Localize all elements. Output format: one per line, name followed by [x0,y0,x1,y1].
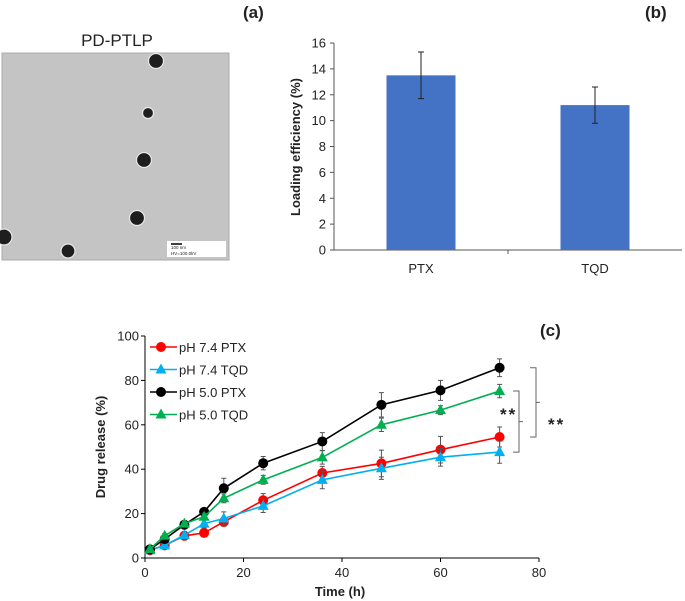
significance-annotation: ** [530,367,565,438]
data-point [178,529,190,540]
significance-label: ** [500,405,517,424]
line-x-tick-label: 0 [141,565,148,580]
data-point [375,462,387,473]
line-y-axis-label: Drug release (%) [93,396,108,499]
tem-micrograph-image: 100 nm HV=100.0kV [0,52,230,261]
data-point [159,529,171,540]
series-line [149,366,500,551]
data-point [317,436,328,447]
panel-label-a: (a) [243,3,264,22]
data-point [198,517,210,528]
legend-item: pH 5.0 PTX [150,385,247,400]
line-x-tick-label: 80 [532,565,546,580]
data-point [198,510,210,521]
data-point [494,432,505,443]
data-point [178,517,190,528]
drug-release-line-chart: Drug release (%) Time (h) 0 20 40 60 80 100 0 2… [93,329,565,600]
legend-marker [155,363,167,374]
legend-marker [155,408,167,419]
scale-bar-subtext: HV=100.0kV [171,251,196,256]
nanoparticle [147,52,165,70]
error-bar-ptx [418,51,424,100]
data-point [376,399,387,410]
legend-item: pH 5.0 TQD [150,408,248,423]
data-point [435,385,446,396]
bar-y-tick-label: 6 [319,165,326,180]
data-point [435,404,446,415]
bar-y-tick-label: 16 [312,36,326,51]
series-line [149,390,500,550]
nanoparticle [135,151,153,169]
line-x-tick-label: 60 [433,565,447,580]
line-x-axis-label: Time (h) [315,584,365,599]
bar-y-tick-label: 14 [312,61,326,76]
bar-y-tick-label: 12 [312,87,326,102]
data-point [316,473,328,484]
data-point [218,483,229,494]
series-ph-5-0-tqd [144,383,506,554]
data-point [375,418,387,429]
loading-efficiency-bar-chart: Loading efficiency (%) 0 2 4 6 8 10 12 14 16 PTX T… [288,36,682,276]
data-point [316,451,328,462]
nanoparticle [141,106,155,120]
bar-y-axis-label: Loading efficiency (%) [288,78,303,216]
bar-y-tick-label: 4 [319,191,326,206]
panel-label-c: (c) [540,321,561,340]
legend-label: pH 7.4 PTX [179,340,247,355]
data-point [218,512,230,523]
nanoparticle [0,228,13,246]
data-point [435,451,446,462]
line-y-tick-label: 80 [125,373,139,388]
line-y-tick-label: 60 [125,417,139,432]
series-line [149,451,500,551]
legend-item: pH 7.4 TQD [150,363,248,378]
legend-marker [156,387,166,397]
scale-bar: 100 nm HV=100.0kV [167,241,226,257]
bar-x-tick-label: TQD [581,261,608,276]
data-point [494,446,506,457]
error-bar-tqd [592,86,598,124]
significance-bracket [513,390,523,453]
legend-label: pH 5.0 PTX [179,385,247,400]
data-point [159,539,171,550]
bar-y-tick-label: 2 [319,217,326,232]
nanoparticle [128,209,146,227]
bar-y-tick-label: 10 [312,113,326,128]
legend-item: pH 7.4 PTX [150,340,247,355]
significance-annotation: ** [500,390,523,453]
micrograph-title: PD-PTLP [81,31,153,50]
bar-x-tick-label: PTX [408,261,434,276]
data-point [494,385,506,396]
data-point [257,499,269,510]
bar-y-tick-label: 0 [319,243,326,258]
nanoparticle [60,243,76,259]
line-y-tick-label: 20 [125,506,139,521]
line-y-tick-label: 40 [125,462,139,477]
legend-label: pH 5.0 TQD [179,408,248,423]
line-y-tick-label: 0 [132,551,139,566]
data-point [199,527,210,538]
data-point [144,543,156,554]
significance-bracket [530,367,540,438]
significance-label: ** [548,415,565,434]
series-ph-7-4-ptx [144,426,505,556]
data-point [257,473,269,484]
scale-bar-label: 100 nm [171,245,186,250]
data-point [218,492,230,503]
line-y-tick-label: 100 [117,329,139,344]
bar-y-tick-label: 8 [319,139,326,154]
line-x-tick-label: 20 [236,565,250,580]
data-point [494,362,505,373]
bar-ptx [386,75,456,250]
legend-label: pH 7.4 TQD [179,363,248,378]
data-point [258,458,269,469]
legend-marker [156,342,166,352]
line-x-tick-label: 40 [335,565,349,580]
bar-tqd [560,105,630,250]
panel-label-b: (b) [645,3,667,22]
